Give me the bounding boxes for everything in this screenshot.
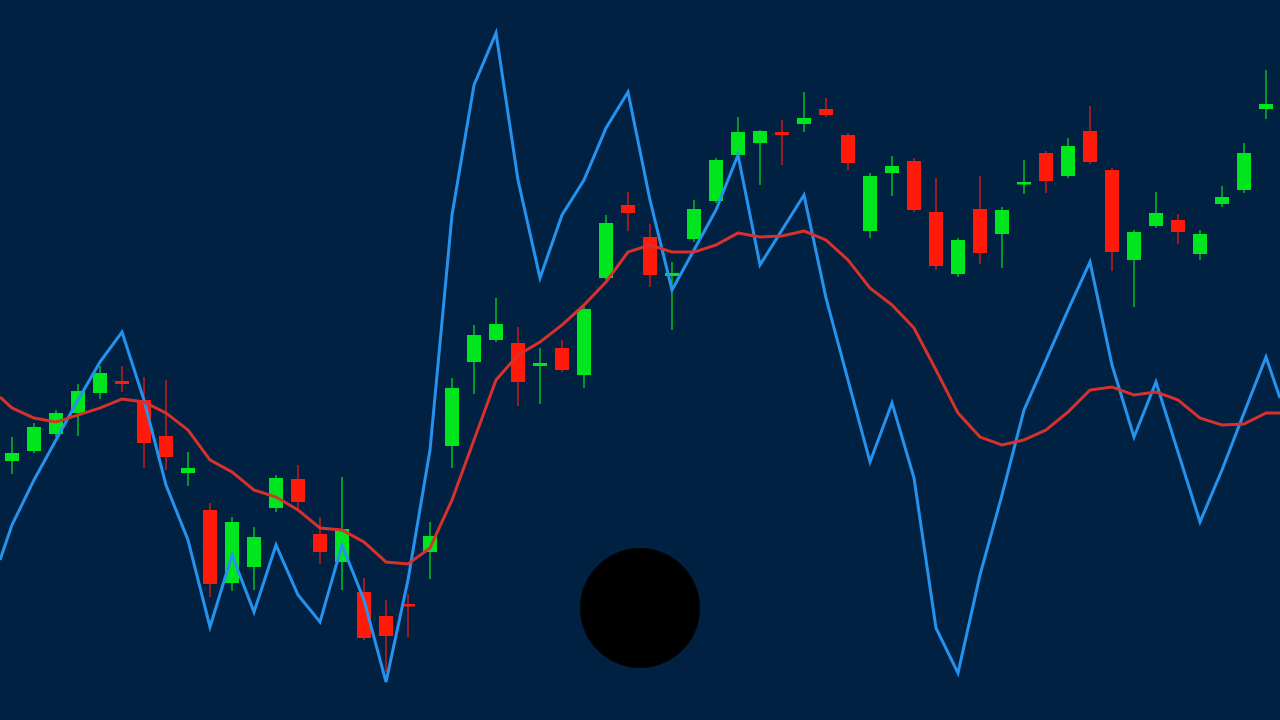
candle-body <box>577 309 591 375</box>
candle-body <box>621 205 635 213</box>
candle-body <box>885 166 899 173</box>
candle-body <box>445 388 459 446</box>
candle-body <box>159 436 173 457</box>
candle-body <box>291 479 305 502</box>
candle-body <box>731 132 745 155</box>
logo <box>580 548 700 668</box>
candle-body <box>467 335 481 362</box>
candle-body <box>687 209 701 239</box>
candle-body <box>973 209 987 253</box>
candle-body <box>951 240 965 274</box>
indicator-line <box>0 27 1280 683</box>
candle-body <box>313 534 327 552</box>
candle-body <box>775 132 789 135</box>
candle-body <box>841 135 855 163</box>
candle-body <box>5 453 19 461</box>
candle-body <box>665 273 679 276</box>
candle-body <box>753 131 767 143</box>
candle-body <box>247 537 261 567</box>
candle-body <box>357 592 371 638</box>
candle-body <box>907 161 921 210</box>
candle-body <box>203 510 217 584</box>
candles <box>5 70 1273 672</box>
candle-body <box>643 237 657 275</box>
candle-body <box>863 176 877 231</box>
candle-body <box>93 373 107 393</box>
candle-body <box>599 223 613 278</box>
candle-body <box>1215 197 1229 204</box>
candle-body <box>115 381 129 384</box>
candle-body <box>709 160 723 201</box>
candle-body <box>1237 153 1251 190</box>
candle-body <box>1017 182 1031 185</box>
candle-body <box>1171 220 1185 232</box>
candle-body <box>1061 146 1075 176</box>
candle-body <box>1259 104 1273 109</box>
candle-body <box>1083 131 1097 162</box>
candle-body <box>489 324 503 340</box>
candle-body <box>401 604 415 607</box>
candle-body <box>181 468 195 473</box>
candle-body <box>1105 170 1119 252</box>
candle-body <box>533 363 547 366</box>
candle-body <box>929 212 943 266</box>
candle-body <box>379 616 393 636</box>
candle-body <box>555 348 569 370</box>
indicator-line <box>0 229 1280 566</box>
candle-body <box>819 109 833 115</box>
candle-body <box>995 210 1009 234</box>
candle-body <box>1039 153 1053 181</box>
lines <box>0 27 1280 683</box>
logo-circle <box>580 548 700 668</box>
candle-body <box>797 118 811 124</box>
candle-body <box>269 478 283 508</box>
candle-body <box>1127 232 1141 260</box>
candle-body <box>27 427 41 451</box>
candle-body <box>1149 213 1163 226</box>
candle-body <box>1193 234 1207 254</box>
